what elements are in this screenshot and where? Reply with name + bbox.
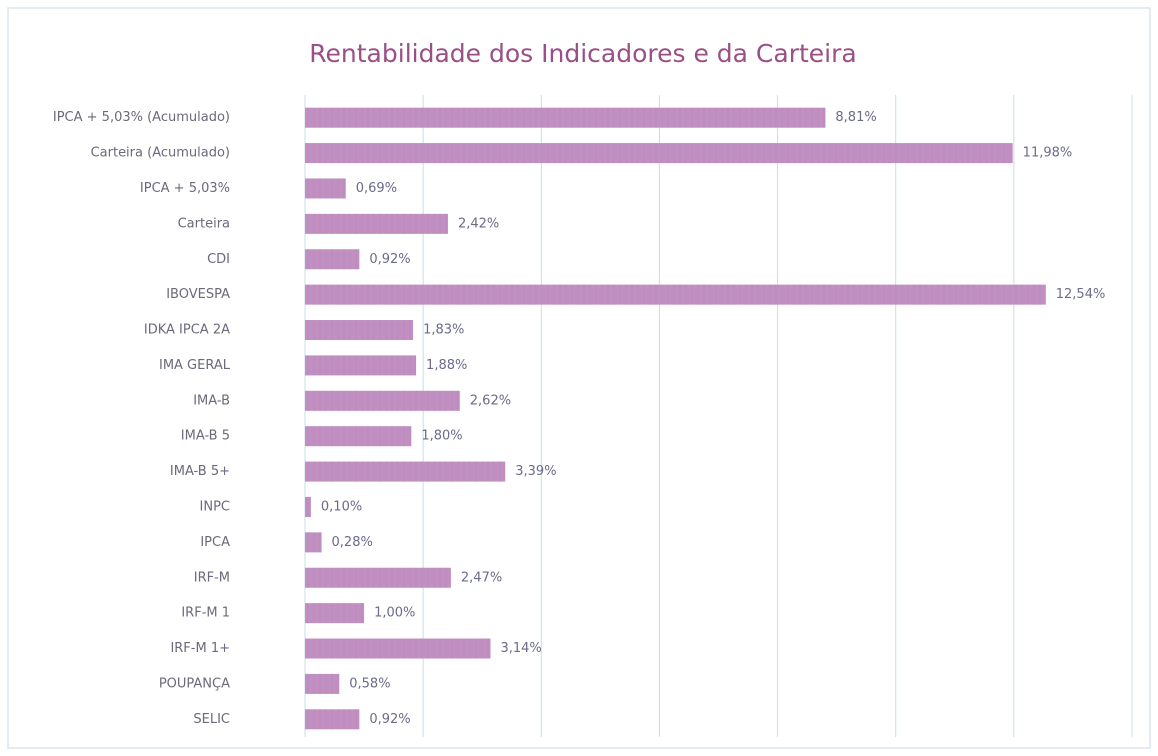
y-tick-label: IPCA + 5,03% (Acumulado): [53, 110, 230, 125]
y-tick-label: IPCA: [200, 535, 230, 550]
value-label: 1,80%: [421, 429, 462, 444]
y-tick-label: Carteira (Acumulado): [91, 146, 230, 161]
chart-frame: [7, 7, 1151, 749]
value-label: 11,98%: [1023, 146, 1073, 161]
bar-texture: [305, 567, 451, 588]
bar-texture: [305, 107, 826, 128]
value-label: 0,92%: [369, 252, 410, 267]
bar-texture: [305, 603, 365, 624]
value-label: 3,39%: [515, 464, 556, 479]
y-tick-label: Carteira: [178, 216, 230, 231]
value-label: 1,00%: [374, 606, 415, 621]
bar-texture: [305, 249, 360, 270]
y-tick-label: IRF-M 1+: [170, 641, 230, 656]
y-tick-label: IRF-M 1: [181, 606, 230, 621]
bar-texture: [305, 178, 346, 199]
bar-texture: [305, 709, 360, 730]
y-tick-label: IPCA + 5,03%: [140, 181, 230, 196]
value-label: 1,88%: [426, 358, 467, 373]
value-label: 8,81%: [835, 110, 876, 125]
y-tick-label: IMA GERAL: [159, 358, 231, 373]
chart-title: Rentabilidade dos Indicadores e da Carte…: [309, 39, 856, 68]
y-tick-label: INPC: [200, 499, 230, 514]
value-label: 3,14%: [500, 641, 541, 656]
value-label: 0,10%: [321, 499, 362, 514]
bar-texture: [305, 143, 1013, 164]
value-label: 12,54%: [1056, 287, 1106, 302]
y-tick-label: IMA-B: [193, 393, 230, 408]
value-label: 2,47%: [461, 570, 502, 585]
y-tick-label: IRF-M: [194, 570, 230, 585]
value-label: 1,83%: [423, 323, 464, 338]
value-label: 0,28%: [332, 535, 373, 550]
y-tick-label: IBOVESPA: [166, 287, 230, 302]
value-label: 2,62%: [470, 393, 511, 408]
y-tick-label: CDI: [207, 252, 230, 267]
value-label: 2,42%: [458, 216, 499, 231]
bar-texture: [305, 320, 414, 341]
value-label: 0,69%: [356, 181, 397, 196]
y-tick-label: POUPANÇA: [159, 676, 230, 691]
y-tick-label: SELIC: [193, 712, 230, 727]
bar-texture: [305, 461, 506, 482]
bar-texture: [305, 426, 412, 447]
bar-texture: [305, 284, 1046, 305]
value-label: 0,58%: [349, 676, 390, 691]
bar-texture: [305, 390, 460, 411]
bar-texture: [305, 673, 340, 694]
y-tick-label: IDKA IPCA 2A: [144, 323, 230, 338]
bar-texture: [305, 355, 417, 376]
bar-texture: [305, 532, 322, 553]
bar-texture: [305, 638, 491, 659]
bar-texture: [305, 496, 311, 517]
y-tick-label: IMA-B 5+: [170, 464, 230, 479]
y-tick-label: IMA-B 5: [181, 429, 230, 444]
bar-texture: [305, 213, 448, 234]
value-label: 0,92%: [369, 712, 410, 727]
